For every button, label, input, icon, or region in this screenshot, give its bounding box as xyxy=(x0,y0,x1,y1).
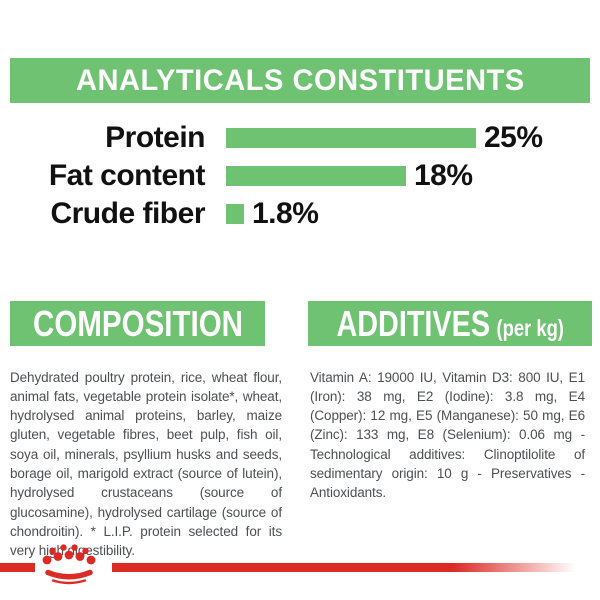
analytical-row-fiber: Crude fiber 1.8% xyxy=(0,195,318,233)
fat-content-bar xyxy=(226,166,406,186)
additives-unit-suffix: (per kg) xyxy=(496,314,564,341)
royal-canin-crown-icon xyxy=(42,544,96,585)
crude-fiber-value: 1.8% xyxy=(252,197,319,230)
crude-fiber-bar xyxy=(226,204,244,224)
additives-header: ADDITIVES (per kg) xyxy=(308,301,592,346)
protein-value: 25% xyxy=(484,121,543,154)
brand-strip-left xyxy=(0,563,35,572)
analytical-row-protein: Protein 25% xyxy=(0,119,543,157)
protein-bar xyxy=(226,128,476,148)
crude-fiber-label: Crude fiber xyxy=(50,197,205,230)
fat-content-value: 18% xyxy=(414,159,473,192)
additives-title: ADDITIVES xyxy=(336,302,490,344)
additives-body-text: Vitamin A: 19000 IU, Vitamin D3: 800 IU,… xyxy=(310,369,585,501)
composition-header: COMPOSITION xyxy=(10,301,265,346)
analyticals-banner-title: ANALYTICALS CONSTITUENTS xyxy=(75,63,525,97)
fat-content-label: Fat content xyxy=(48,159,206,192)
composition-title: COMPOSITION xyxy=(32,302,243,344)
protein-label: Protein xyxy=(105,121,205,154)
composition-body-text: Dehydrated poultry protein, rice, wheat … xyxy=(10,369,282,559)
brand-strip-right xyxy=(112,563,600,572)
analytical-row-fat: Fat content 18% xyxy=(0,157,473,195)
analyticals-banner: ANALYTICALS CONSTITUENTS xyxy=(10,58,590,103)
